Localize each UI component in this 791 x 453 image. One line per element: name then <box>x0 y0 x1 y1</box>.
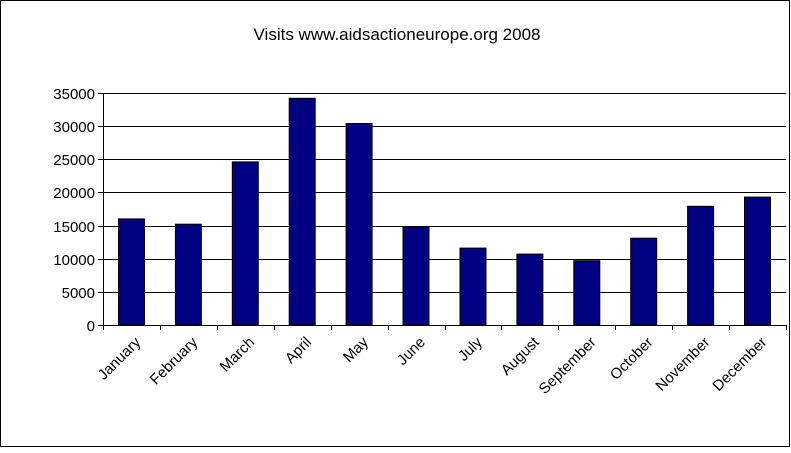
bar-april <box>288 97 316 326</box>
bar-march <box>231 161 259 326</box>
y-tick-label: 25000 <box>53 152 95 169</box>
bars <box>118 97 771 326</box>
bar-february <box>174 223 202 326</box>
bar-december <box>744 196 771 326</box>
y-tick-label: 20000 <box>53 185 95 202</box>
bar-october <box>630 237 658 326</box>
gridlines <box>103 93 786 293</box>
bar-june <box>402 226 430 326</box>
bar-august <box>516 253 544 326</box>
bar-november <box>687 205 715 326</box>
axes <box>98 93 787 330</box>
bar-may <box>345 123 373 326</box>
bar-july <box>459 247 487 326</box>
chart-title: Visits www.aidsactioneurope.org 2008 <box>254 25 541 44</box>
y-tick-label: 0 <box>87 318 95 335</box>
bar-january <box>118 218 145 326</box>
y-tick-label: 35000 <box>53 86 95 103</box>
bar-september <box>573 260 601 326</box>
y-tick-label: 10000 <box>53 252 95 269</box>
y-tick-label: 15000 <box>53 219 95 236</box>
y-tick-label: 30000 <box>53 119 95 136</box>
y-tick-labels: 0 5000 10000 15000 20000 25000 30000 35000 <box>53 86 95 335</box>
y-tick-label: 5000 <box>62 285 95 302</box>
